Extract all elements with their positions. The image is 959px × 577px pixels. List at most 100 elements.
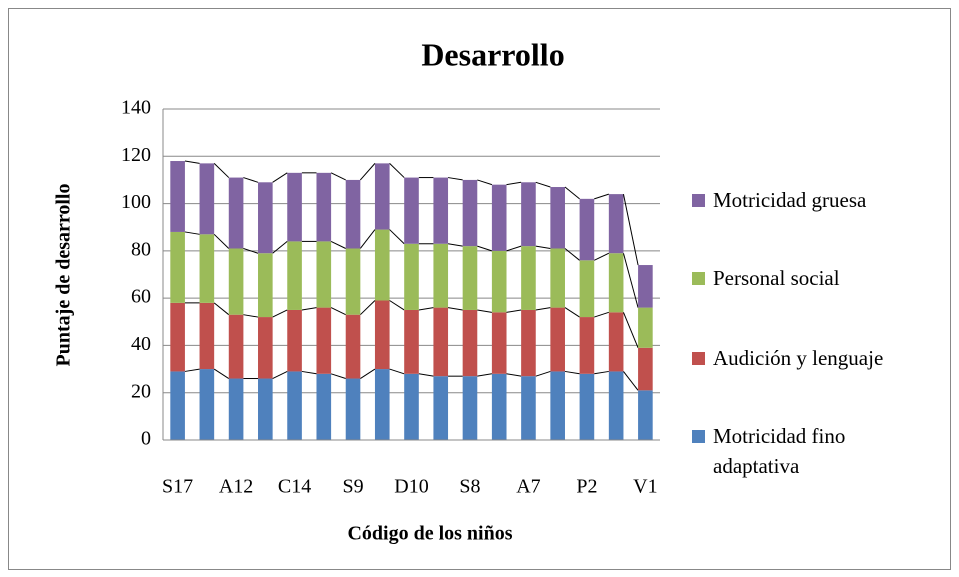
series-line <box>506 309 522 313</box>
series-line <box>447 177 463 181</box>
bar-segment <box>258 378 273 440</box>
series-line <box>389 163 405 178</box>
bar-segment <box>404 309 419 374</box>
series-line <box>243 177 259 183</box>
series-line <box>184 160 200 164</box>
series-line <box>447 307 463 311</box>
series-line <box>594 370 609 375</box>
y-tick-label: 100 <box>121 191 151 213</box>
series-line <box>243 314 259 318</box>
series-line <box>389 300 405 311</box>
series-line <box>360 368 376 379</box>
bar-segment <box>462 376 478 440</box>
bar-segment <box>491 184 507 251</box>
bar-segment <box>316 373 332 440</box>
bar-segment <box>374 369 390 440</box>
series-line <box>535 245 551 249</box>
series-line <box>330 307 346 316</box>
bar-segment <box>579 260 595 318</box>
bar-segment <box>491 312 507 374</box>
x-tick-label: S9 <box>342 476 363 498</box>
bar-segment <box>258 317 273 379</box>
series-line <box>184 231 200 235</box>
bar-segment <box>462 179 478 247</box>
legend-label: Audición y lenguaje <box>713 346 884 370</box>
series-line <box>418 373 434 377</box>
chart-title: Desarrollo <box>421 36 564 72</box>
bar-segment <box>374 229 390 301</box>
bar-segment <box>228 378 244 440</box>
legend-item: Audición y lenguaje <box>692 343 952 373</box>
series-line <box>594 252 610 261</box>
legend-label: Motricidad fino adaptativa <box>713 424 846 478</box>
bar-segment <box>462 246 478 310</box>
series-line <box>535 181 551 188</box>
bar-segment <box>579 317 595 374</box>
legend-swatch <box>692 194 705 207</box>
series-line <box>622 312 639 348</box>
bar-segment <box>374 300 390 370</box>
bar-segment <box>521 309 536 377</box>
series-line <box>418 307 434 311</box>
bar-segment <box>287 241 302 310</box>
bar-segment <box>199 302 215 370</box>
series-line <box>243 248 259 254</box>
legend-swatch <box>692 430 705 443</box>
x-tick-label: S8 <box>459 476 480 498</box>
bar-segment <box>521 376 536 440</box>
y-tick-label: 120 <box>121 144 151 166</box>
bar-segment <box>170 371 185 440</box>
series-line <box>389 368 405 375</box>
series-line <box>506 373 522 377</box>
bar-segment <box>579 373 595 440</box>
bar-segment <box>491 250 507 313</box>
bar-segment <box>550 248 565 308</box>
series-line <box>272 309 288 318</box>
legend-item: Personal social <box>692 263 952 293</box>
bar-segment <box>345 314 361 379</box>
bar-segment <box>199 163 215 235</box>
series-line <box>213 368 230 379</box>
x-tick-label: P2 <box>576 476 597 498</box>
bar-segment <box>579 198 595 261</box>
bar-segment <box>491 373 507 440</box>
legend-label: Motricidad gruesa <box>713 188 867 212</box>
series-line <box>272 241 288 254</box>
bar-segment <box>345 378 361 440</box>
bar-segment <box>521 246 536 310</box>
series-line <box>330 172 346 181</box>
bar-segment <box>258 253 273 318</box>
legend-swatch <box>692 352 705 365</box>
bar-segment <box>316 241 332 308</box>
y-tick-label: 80 <box>131 238 151 260</box>
bar-segment <box>608 312 624 372</box>
series-line <box>330 373 346 380</box>
x-tick-label: A12 <box>219 476 253 498</box>
y-tick-label: 20 <box>131 380 151 402</box>
series-line <box>359 163 376 181</box>
bar-segment <box>345 248 361 315</box>
chart-border <box>8 8 951 570</box>
bar-segment <box>462 309 478 377</box>
bar-segment <box>170 231 185 303</box>
series-line <box>535 370 551 377</box>
series-line <box>564 307 580 318</box>
bar-segment <box>199 369 215 440</box>
legend-item: Motricidad fino adaptativa <box>692 421 952 481</box>
series-line <box>623 371 639 391</box>
bar-segment <box>316 307 332 374</box>
bar-segment <box>638 265 653 308</box>
bar-segment <box>404 243 419 310</box>
bar-segment <box>170 161 185 232</box>
series-line <box>506 245 522 252</box>
series-line <box>272 172 288 183</box>
series-line <box>184 368 200 372</box>
x-tick-label: D10 <box>394 476 428 498</box>
y-tick-label: 0 <box>141 428 151 450</box>
y-tick-label: 40 <box>131 333 151 355</box>
bar-segment <box>258 182 273 254</box>
series-line <box>564 248 580 261</box>
series-line <box>622 194 639 266</box>
